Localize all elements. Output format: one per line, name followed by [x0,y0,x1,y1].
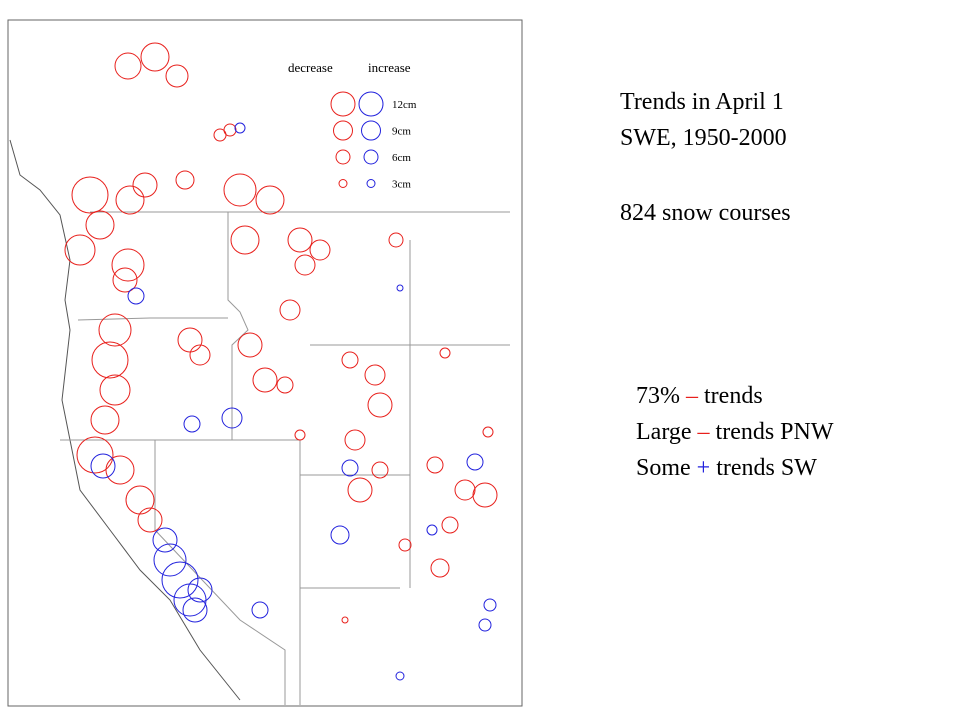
note-rest: trends SW [716,455,817,481]
title-line: Trends in April 1 [620,89,784,115]
legend-decrease-symbol [333,120,353,141]
legend-increase-symbol [358,91,384,117]
legend-size-label: 12cm [392,99,417,111]
legend-increase-symbol [363,149,379,165]
note-sign: + [696,455,711,481]
note-sign: – [686,383,698,409]
note-sign: – [697,419,710,445]
legend-decrease-symbol [330,91,356,117]
count: 824 snow courses [620,200,791,226]
legend: 12cm 9cm 6cm 3cm [330,91,417,191]
legend-decrease-symbol [335,149,351,165]
note-rest: trends [704,383,763,409]
legend-size-label: 9cm [392,126,411,138]
note: 73% – trends [636,378,763,414]
title-line: SWE, 1950-2000 [620,125,787,151]
note: Some + trends SW [636,450,817,486]
legend-increase: increase [368,60,411,75]
note-label: Some [636,455,691,481]
note-label: Large [636,419,692,445]
legend-size-label: 6cm [392,152,411,164]
legend-size-label: 3cm [392,179,411,191]
decrease-circles [64,42,498,624]
legend-increase-symbol [366,179,376,188]
map-frame [7,19,523,707]
increase-circles [90,122,497,681]
legend-decrease-symbol [338,179,348,188]
legend-increase-symbol [361,120,381,141]
legend-decrease: decrease [288,60,333,75]
note: Large – trends PNW [636,414,834,450]
note-rest: trends PNW [715,419,834,445]
note-label: 73% [636,383,680,409]
